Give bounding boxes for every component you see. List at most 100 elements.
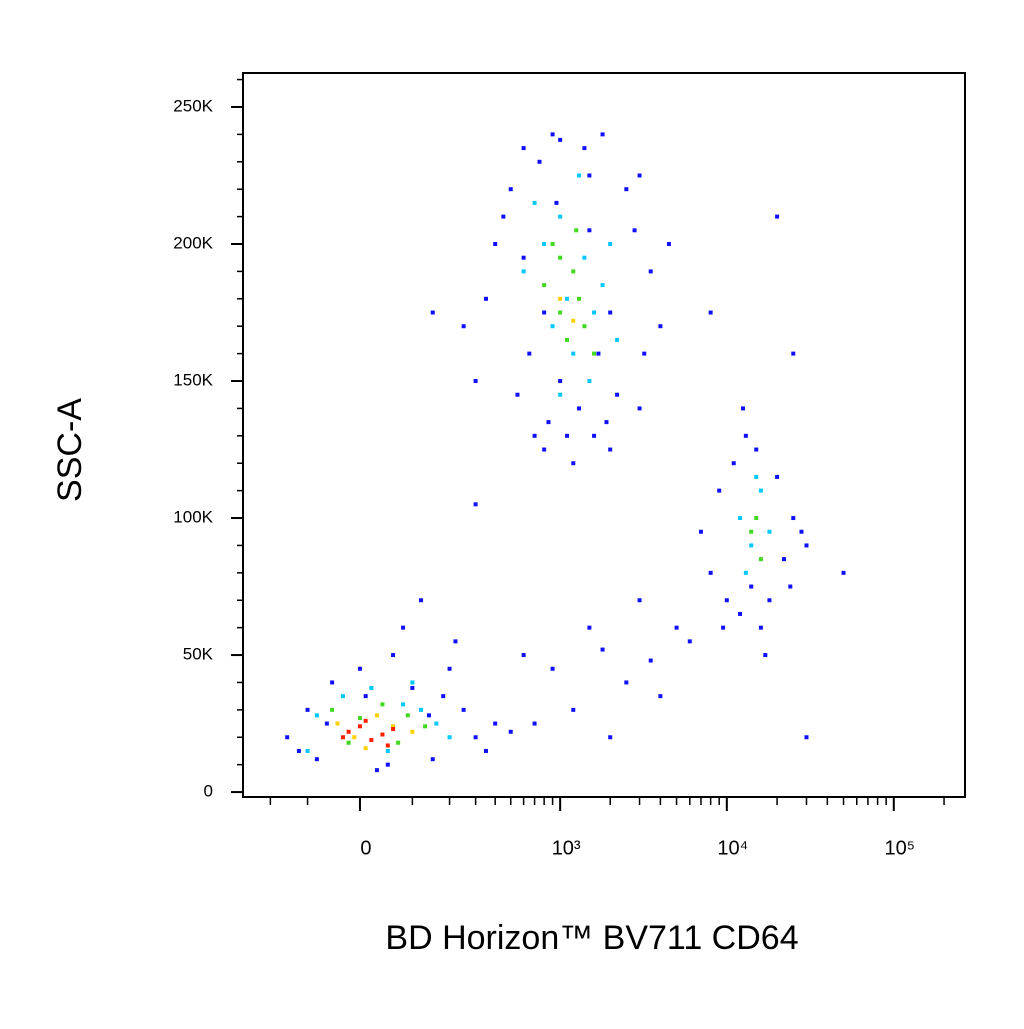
data-point (596, 351, 601, 356)
data-point (521, 653, 526, 658)
data-point (352, 735, 357, 740)
data-point (484, 748, 489, 753)
y-tick-label: 100K (173, 508, 213, 527)
data-point (558, 310, 563, 315)
data-point (296, 748, 301, 753)
data-point (600, 132, 605, 137)
data-point (493, 241, 498, 246)
data-point (374, 713, 379, 718)
data-point (767, 598, 772, 603)
data-point (743, 433, 748, 438)
data-point (542, 241, 547, 246)
data-point (592, 433, 597, 438)
data-point (648, 269, 653, 274)
data-point (391, 727, 396, 732)
data-point (624, 680, 629, 685)
data-point (775, 214, 780, 219)
data-point (571, 351, 576, 356)
plot-frame (242, 72, 966, 798)
data-point (357, 724, 362, 729)
data-point (608, 241, 613, 246)
data-point (546, 420, 551, 425)
data-point (781, 557, 786, 562)
data-point (363, 694, 368, 699)
data-point (582, 146, 587, 151)
data-point (550, 132, 555, 137)
data-point (577, 406, 582, 411)
data-point (410, 729, 415, 734)
data-point (473, 502, 478, 507)
data-point (658, 694, 663, 699)
data-point (324, 721, 329, 726)
data-point (396, 740, 401, 745)
data-point (314, 757, 319, 762)
data-point (401, 625, 406, 630)
data-point (335, 721, 340, 726)
data-point (637, 598, 642, 603)
data-point (558, 379, 563, 384)
data-point (558, 214, 563, 219)
data-point (385, 762, 390, 767)
data-point (369, 685, 374, 690)
data-point (369, 738, 374, 743)
data-point (608, 447, 613, 452)
data-point (592, 310, 597, 315)
data-point (804, 735, 809, 740)
data-point (410, 680, 415, 685)
data-point (330, 680, 335, 685)
data-point (532, 200, 537, 205)
data-point (754, 474, 759, 479)
data-point (724, 598, 729, 603)
data-point (346, 729, 351, 734)
data-point (604, 420, 609, 425)
data-point (749, 529, 754, 534)
data-point (532, 433, 537, 438)
data-point (841, 570, 846, 575)
data-point (305, 707, 310, 712)
data-point (374, 768, 379, 773)
data-point (447, 735, 452, 740)
data-point (363, 718, 368, 723)
data-point (565, 337, 570, 342)
x-tick-label: 10³ (552, 837, 581, 859)
data-point (571, 461, 576, 466)
data-point (346, 740, 351, 745)
data-point (767, 529, 772, 534)
y-tick-label: 150K (173, 370, 213, 389)
data-point (410, 685, 415, 690)
data-point (340, 735, 345, 740)
data-point (587, 228, 592, 233)
data-point (632, 228, 637, 233)
data-point (698, 529, 703, 534)
data-point (738, 516, 743, 521)
data-point (550, 324, 555, 329)
data-point (687, 639, 692, 644)
y-tick-label: 50K (183, 645, 214, 664)
data-point (473, 735, 478, 740)
data-point (363, 746, 368, 751)
data-point (558, 137, 563, 142)
data-point (637, 173, 642, 178)
data-point (434, 721, 439, 726)
data-point (565, 433, 570, 438)
data-point (542, 283, 547, 288)
data-point (708, 310, 713, 315)
data-point (521, 255, 526, 260)
data-point (708, 570, 713, 575)
data-point (791, 516, 796, 521)
data-point (577, 296, 582, 301)
data-point (577, 173, 582, 178)
data-point (587, 379, 592, 384)
data-point (558, 296, 563, 301)
data-point (758, 625, 763, 630)
data-point (642, 351, 647, 356)
data-point (391, 653, 396, 658)
data-point (754, 447, 759, 452)
data-point (741, 406, 746, 411)
data-point (537, 159, 542, 164)
data-point (385, 748, 390, 753)
data-point (314, 713, 319, 718)
data-point (419, 598, 424, 603)
data-point (804, 543, 809, 548)
data-point (571, 707, 576, 712)
